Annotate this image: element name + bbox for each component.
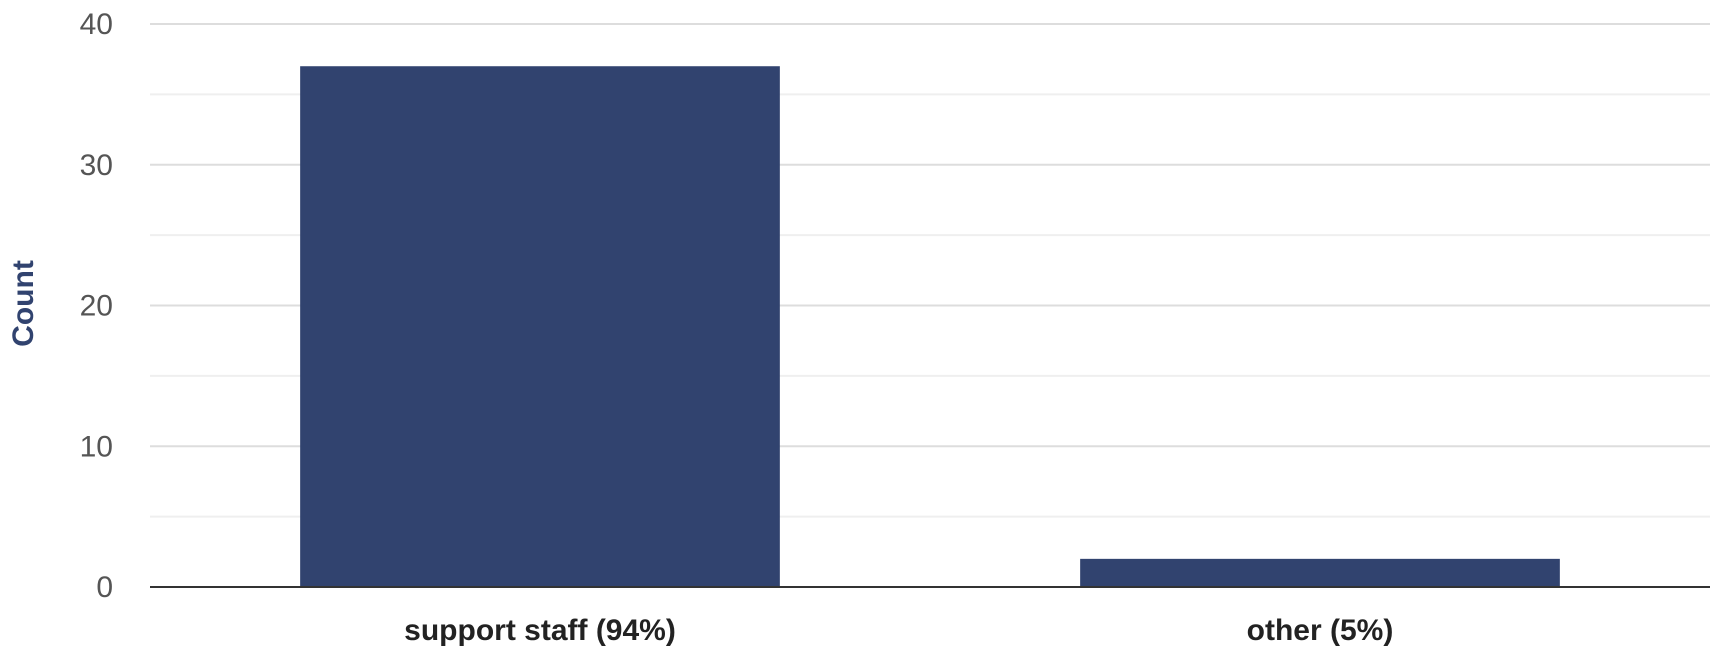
y-tick-label: 10 <box>80 430 113 463</box>
bar <box>1080 558 1560 587</box>
y-tick-label: 40 <box>80 8 113 41</box>
bars <box>300 66 1560 588</box>
x-category-label: other (5%) <box>1247 614 1394 647</box>
x-category-labels: support staff (94%) other (5%) <box>404 614 1393 647</box>
y-tick-label: 30 <box>80 149 113 182</box>
y-axis-title: Count <box>7 260 40 347</box>
y-tick-label: 20 <box>80 290 113 323</box>
bar <box>300 66 780 588</box>
y-tick-label: 0 <box>96 571 113 604</box>
x-category-label: support staff (94%) <box>404 614 676 647</box>
y-tick-labels: 0 10 20 30 40 <box>80 8 113 604</box>
